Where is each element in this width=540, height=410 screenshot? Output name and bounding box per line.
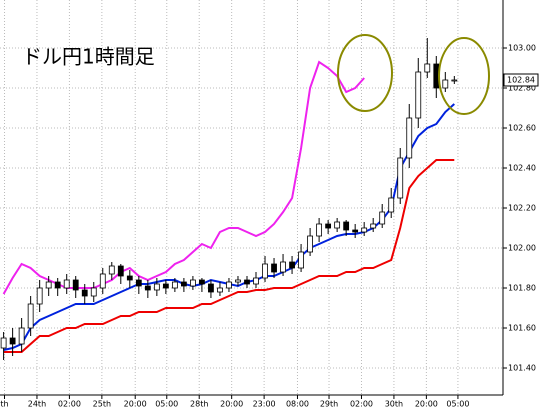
candle-body — [226, 281, 232, 289]
candle-body — [0, 337, 7, 349]
candle-body — [424, 63, 431, 73]
y-tick-label: 103.00 — [508, 44, 536, 53]
y-tick-label: 101.80 — [508, 284, 536, 293]
candle-body — [406, 117, 413, 159]
y-tick-label: 101.60 — [508, 324, 536, 333]
candle-body — [72, 279, 79, 291]
candle-body — [126, 275, 133, 281]
candle-body — [171, 281, 178, 289]
y-tick-label: 102.80 — [508, 84, 536, 93]
candle-body — [379, 211, 386, 225]
chart-title: ドル円1時間足 — [22, 45, 155, 69]
candle-body — [9, 337, 16, 345]
candle-body — [244, 279, 250, 285]
x-tick-label: 23:00 — [253, 400, 276, 409]
candle-body — [108, 265, 115, 275]
candle-body — [153, 283, 160, 291]
candle-body — [262, 263, 268, 279]
x-tick-label: 05:00 — [155, 400, 178, 409]
candle-body — [307, 235, 313, 253]
candle-body — [316, 223, 323, 237]
x-tick-label: th — [0, 400, 8, 409]
candle-body — [271, 263, 277, 273]
candle-body — [45, 281, 52, 289]
candle-body — [63, 279, 70, 289]
y-tick-label: 101.40 — [508, 364, 536, 373]
x-tick-label: 02:00 — [58, 400, 81, 409]
candle-body — [388, 197, 395, 213]
candle-body — [352, 229, 359, 233]
candle-body — [90, 287, 97, 297]
candle-body — [442, 79, 449, 89]
candle-body — [162, 283, 169, 289]
candle-body — [253, 277, 259, 285]
candle-body — [451, 79, 458, 82]
highlight-circle — [438, 37, 490, 115]
candle-body — [18, 327, 25, 345]
y-tick-label: 102.00 — [508, 244, 536, 253]
x-tick-label: 20:00 — [124, 400, 147, 409]
candle-body — [99, 273, 106, 289]
candle-body — [54, 281, 61, 289]
candle-body — [370, 223, 377, 229]
candle-body — [298, 251, 304, 269]
x-tick-label: 08:00 — [286, 400, 309, 409]
highlight-circle — [337, 34, 393, 112]
candle-body — [27, 303, 34, 329]
candle-body — [199, 279, 205, 285]
x-tick-label: 30th — [385, 400, 403, 409]
candle-body — [361, 227, 368, 233]
candle-body — [117, 265, 124, 277]
candle-body — [235, 279, 241, 283]
candle-body — [144, 285, 151, 291]
candle-body — [217, 287, 223, 293]
candle-body — [325, 223, 332, 229]
x-tick-label: 05:00 — [446, 400, 469, 409]
plot — [0, 38, 458, 360]
candle-body — [180, 281, 187, 287]
x-tick-label: 02:00 — [350, 400, 373, 409]
candle-body — [36, 287, 43, 305]
y-tick-label: 102.20 — [508, 204, 536, 213]
indicator-line — [2, 60, 365, 295]
indicator-line — [3, 159, 455, 353]
candle-body — [280, 261, 286, 273]
candle-body — [289, 261, 295, 269]
candle-body — [343, 221, 350, 231]
x-tick-label: 28th — [190, 400, 208, 409]
y-tick-label: 102.60 — [508, 124, 536, 133]
candle-body — [415, 71, 422, 119]
x-tick-label: 29th — [320, 400, 338, 409]
candle-body — [208, 283, 214, 293]
candle-body — [334, 221, 341, 229]
candle-body — [190, 279, 196, 287]
candle-body — [81, 289, 88, 297]
candle-body — [135, 279, 142, 287]
price-label: 102.84 — [507, 76, 535, 85]
price-box — [503, 73, 539, 87]
y-tick-label: 102.40 — [508, 164, 536, 173]
x-tick-label: 20:00 — [415, 400, 438, 409]
x-tick-label: 20:00 — [220, 400, 243, 409]
x-tick-label: 25th — [93, 400, 111, 409]
x-tick-label: 24th — [28, 400, 46, 409]
candle-body — [397, 157, 404, 199]
